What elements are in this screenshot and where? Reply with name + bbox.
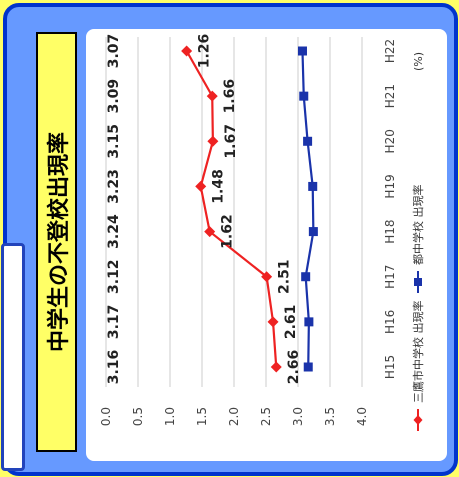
data-point: [297, 46, 307, 56]
y-tick-label: 1.0: [163, 407, 177, 426]
data-label: 1.26: [197, 34, 213, 69]
data-label: 2.61: [283, 305, 299, 340]
data-point: [270, 361, 282, 373]
series-line: [185, 50, 278, 368]
data-point: [206, 90, 218, 102]
line-chart: 0.0 0.5 1.0 1.5 2.0 2.5 3.0 3.5 4.0 H15 H16 H17 H18 H…: [99, 34, 425, 431]
series-line: [301, 50, 315, 368]
data-point: [181, 45, 193, 57]
y-tick-label: 0.0: [99, 407, 113, 426]
data-point: [308, 227, 318, 237]
data-label: 1.62: [220, 214, 236, 249]
data-label: 1.67: [223, 124, 239, 159]
x-tick-label: H18: [383, 219, 397, 243]
data-point: [261, 271, 273, 283]
data-point: [207, 135, 219, 147]
y-tick-label: 3.0: [291, 407, 305, 426]
data-label: 3.15: [106, 124, 122, 159]
content-panel: 中学生の不登校出現率 0.0 0.5 1.0 1.5 2.0 2.5 3.0 3.5 4.0 H1…: [1, 3, 458, 476]
data-label: 3.07: [106, 34, 122, 69]
data-point: [304, 317, 314, 327]
data-point: [195, 180, 207, 192]
legend-label: 都中学校 出現率: [411, 185, 425, 266]
data-label: 3.09: [106, 79, 122, 114]
legend-marker: [414, 278, 422, 286]
x-tick-label: H16: [383, 310, 397, 334]
y-tick-label: 4.0: [355, 407, 369, 426]
data-label: 2.51: [277, 259, 293, 294]
data-label: 3.23: [106, 169, 122, 204]
data-label: 3.16: [106, 350, 122, 385]
x-tick-label: H15: [383, 355, 397, 379]
x-tick-label: H22: [383, 39, 397, 63]
y-tick-label: 1.5: [195, 407, 209, 426]
data-label: 2.66: [286, 350, 302, 385]
data-label: 1.66: [222, 79, 238, 114]
y-tick-label: 2.0: [227, 407, 241, 426]
x-tick-label: H20: [383, 129, 397, 153]
chart-area: 0.0 0.5 1.0 1.5 2.0 2.5 3.0 3.5 4.0 H15 H16 H17 H18 H…: [86, 29, 447, 461]
x-tick-label: H19: [383, 174, 397, 198]
data-label: 3.17: [106, 305, 122, 340]
x-tick-label: H21: [383, 84, 397, 108]
data-point: [267, 316, 279, 328]
chart-title: 中学生の不登校出現率: [46, 131, 72, 353]
legend-label: 三鷹市中学校 出現率: [411, 301, 425, 404]
data-point: [303, 136, 313, 146]
data-label: 3.12: [106, 259, 122, 294]
data-point: [303, 362, 313, 372]
title-box: 中学生の不登校出現率: [36, 32, 77, 452]
data-point: [204, 226, 216, 238]
data-point: [299, 91, 309, 101]
y-tick-label: 2.5: [259, 407, 273, 426]
y-tick-label: 0.5: [131, 407, 145, 426]
data-point: [308, 181, 318, 191]
data-point: [301, 272, 311, 282]
x-tick-label: H17: [383, 265, 397, 289]
legend-marker: [413, 415, 423, 425]
y-tick-label: 3.5: [323, 407, 337, 426]
data-label: 3.24: [106, 214, 122, 249]
data-label: 1.48: [211, 169, 227, 204]
side-tab: [1, 243, 25, 471]
unit-label: (%): [412, 52, 425, 71]
